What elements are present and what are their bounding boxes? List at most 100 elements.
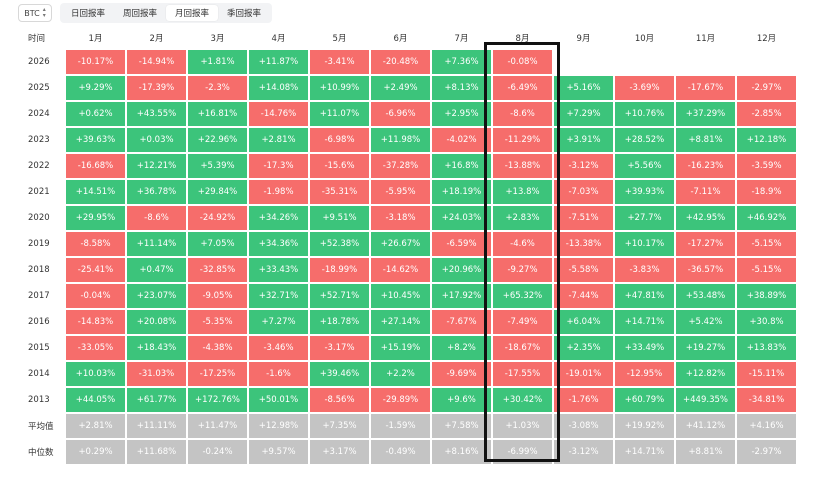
return-cell: +11.87% xyxy=(249,50,308,74)
column-header: 2月 xyxy=(149,34,164,44)
return-cell: +0.29% xyxy=(66,440,125,464)
return-cell: -16.68% xyxy=(66,154,125,178)
return-cell xyxy=(554,50,613,74)
return-cell: +61.77% xyxy=(127,388,186,412)
table-row: 2018 -25.41% +0.47% -32.85% +33.43% -18.99% -1… xyxy=(24,258,796,282)
return-cell: +11.68% xyxy=(127,440,186,464)
return-cell: -0.08% xyxy=(493,50,552,74)
row-label: 2016 xyxy=(28,317,50,327)
return-cell: +42.95% xyxy=(676,206,735,230)
return-cell: +8.2% xyxy=(432,336,491,360)
return-cell: -2.85% xyxy=(737,102,796,126)
return-cell: -2.97% xyxy=(737,440,796,464)
return-cell: -14.62% xyxy=(371,258,430,282)
row-label: 2026 xyxy=(28,57,50,67)
table-row: 2025 +9.29% -17.39% -2.3% +14.08% +10.99% +2.4… xyxy=(24,76,796,100)
return-cell: +7.36% xyxy=(432,50,491,74)
return-cell: -3.41% xyxy=(310,50,369,74)
table-row: 2020 +29.95% -8.6% -24.92% +34.26% +9.51% -3.1… xyxy=(24,206,796,230)
return-cell: +7.05% xyxy=(188,232,247,256)
return-cell: +32.71% xyxy=(249,284,308,308)
return-cell: -3.46% xyxy=(249,336,308,360)
return-cell: -17.25% xyxy=(188,362,247,386)
period-tabs: 日回报率 周回报率 月回报率 季回报率 xyxy=(60,3,273,23)
return-cell: -5.58% xyxy=(554,258,613,282)
return-cell: -14.83% xyxy=(66,310,125,334)
return-cell: -31.03% xyxy=(127,362,186,386)
return-cell: -19.01% xyxy=(554,362,613,386)
return-cell: -29.89% xyxy=(371,388,430,412)
return-cell: +50.01% xyxy=(249,388,308,412)
return-cell: +60.79% xyxy=(615,388,674,412)
column-header: 11月 xyxy=(695,34,716,44)
column-header: 10月 xyxy=(634,34,655,44)
return-cell xyxy=(615,50,674,74)
row-label: 2014 xyxy=(28,369,50,379)
return-cell: +5.39% xyxy=(188,154,247,178)
return-cell: +2.81% xyxy=(66,414,125,438)
return-cell: +30.8% xyxy=(737,310,796,334)
return-cell: +2.49% xyxy=(371,76,430,100)
return-cell: +9.6% xyxy=(432,388,491,412)
return-cell: -3.17% xyxy=(310,336,369,360)
return-cell: -9.05% xyxy=(188,284,247,308)
return-cell: +11.98% xyxy=(371,128,430,152)
return-cell: -8.6% xyxy=(127,206,186,230)
column-header: 9月 xyxy=(576,34,591,44)
return-cell: -17.67% xyxy=(676,76,735,100)
return-cell: +0.03% xyxy=(127,128,186,152)
asset-select[interactable]: BTC ▴ ▾ xyxy=(18,4,52,22)
column-header: 4月 xyxy=(271,34,286,44)
return-cell: -35.31% xyxy=(310,180,369,204)
return-cell: -7.44% xyxy=(554,284,613,308)
return-cell: -18.9% xyxy=(737,180,796,204)
return-cell: +39.93% xyxy=(615,180,674,204)
return-cell: -13.88% xyxy=(493,154,552,178)
return-cell: +7.27% xyxy=(249,310,308,334)
row-label: 平均值 xyxy=(28,422,54,432)
return-cell: +20.08% xyxy=(127,310,186,334)
return-cell: +10.03% xyxy=(66,362,125,386)
asset-select-value: BTC xyxy=(24,8,40,18)
tab-monthly-return[interactable]: 月回报率 xyxy=(166,5,219,21)
column-header: 5月 xyxy=(332,34,347,44)
row-label: 2015 xyxy=(28,343,50,353)
return-cell: +18.78% xyxy=(310,310,369,334)
return-cell: +19.92% xyxy=(615,414,674,438)
return-cell: +3.91% xyxy=(554,128,613,152)
return-cell: +19.27% xyxy=(676,336,735,360)
table-row: 2013 +44.05% +61.77% +172.76% +50.01% -8.56% -… xyxy=(24,388,796,412)
return-cell: +44.05% xyxy=(66,388,125,412)
return-cell: +53.48% xyxy=(676,284,735,308)
table-row: 2024 +0.62% +43.55% +16.81% -14.76% +11.07% -6… xyxy=(24,102,796,126)
return-cell: +34.26% xyxy=(249,206,308,230)
row-label: 2022 xyxy=(28,161,50,171)
tab-weekly-return[interactable]: 周回报率 xyxy=(123,9,158,19)
return-cell: -17.55% xyxy=(493,362,552,386)
return-cell: -0.24% xyxy=(188,440,247,464)
return-cell: +9.57% xyxy=(249,440,308,464)
return-cell: -0.04% xyxy=(66,284,125,308)
return-cell: +12.82% xyxy=(676,362,735,386)
return-cell: +17.92% xyxy=(432,284,491,308)
return-cell: +52.38% xyxy=(310,232,369,256)
return-cell: +6.04% xyxy=(554,310,613,334)
return-cell: +24.03% xyxy=(432,206,491,230)
return-cell: +12.18% xyxy=(737,128,796,152)
return-cell: +1.03% xyxy=(493,414,552,438)
return-cell: +449.35% xyxy=(676,388,735,412)
return-cell: +52.71% xyxy=(310,284,369,308)
return-cell: -17.27% xyxy=(676,232,735,256)
tab-daily-return[interactable]: 日回报率 xyxy=(71,9,106,19)
return-cell: -25.41% xyxy=(66,258,125,282)
return-cell: -3.12% xyxy=(554,154,613,178)
return-cell: +16.8% xyxy=(432,154,491,178)
return-cell: -7.49% xyxy=(493,310,552,334)
return-cell: -12.95% xyxy=(615,362,674,386)
table-row: 2021 +14.51% +36.78% +29.84% -1.98% -35.31% -5… xyxy=(24,180,796,204)
toolbar: BTC ▴ ▾ 日回报率 周回报率 月回报率 季回报率 xyxy=(18,3,273,23)
return-cell: +14.71% xyxy=(615,440,674,464)
return-cell: -14.76% xyxy=(249,102,308,126)
return-cell: -37.28% xyxy=(371,154,430,178)
tab-quarterly-return[interactable]: 季回报率 xyxy=(227,9,262,19)
